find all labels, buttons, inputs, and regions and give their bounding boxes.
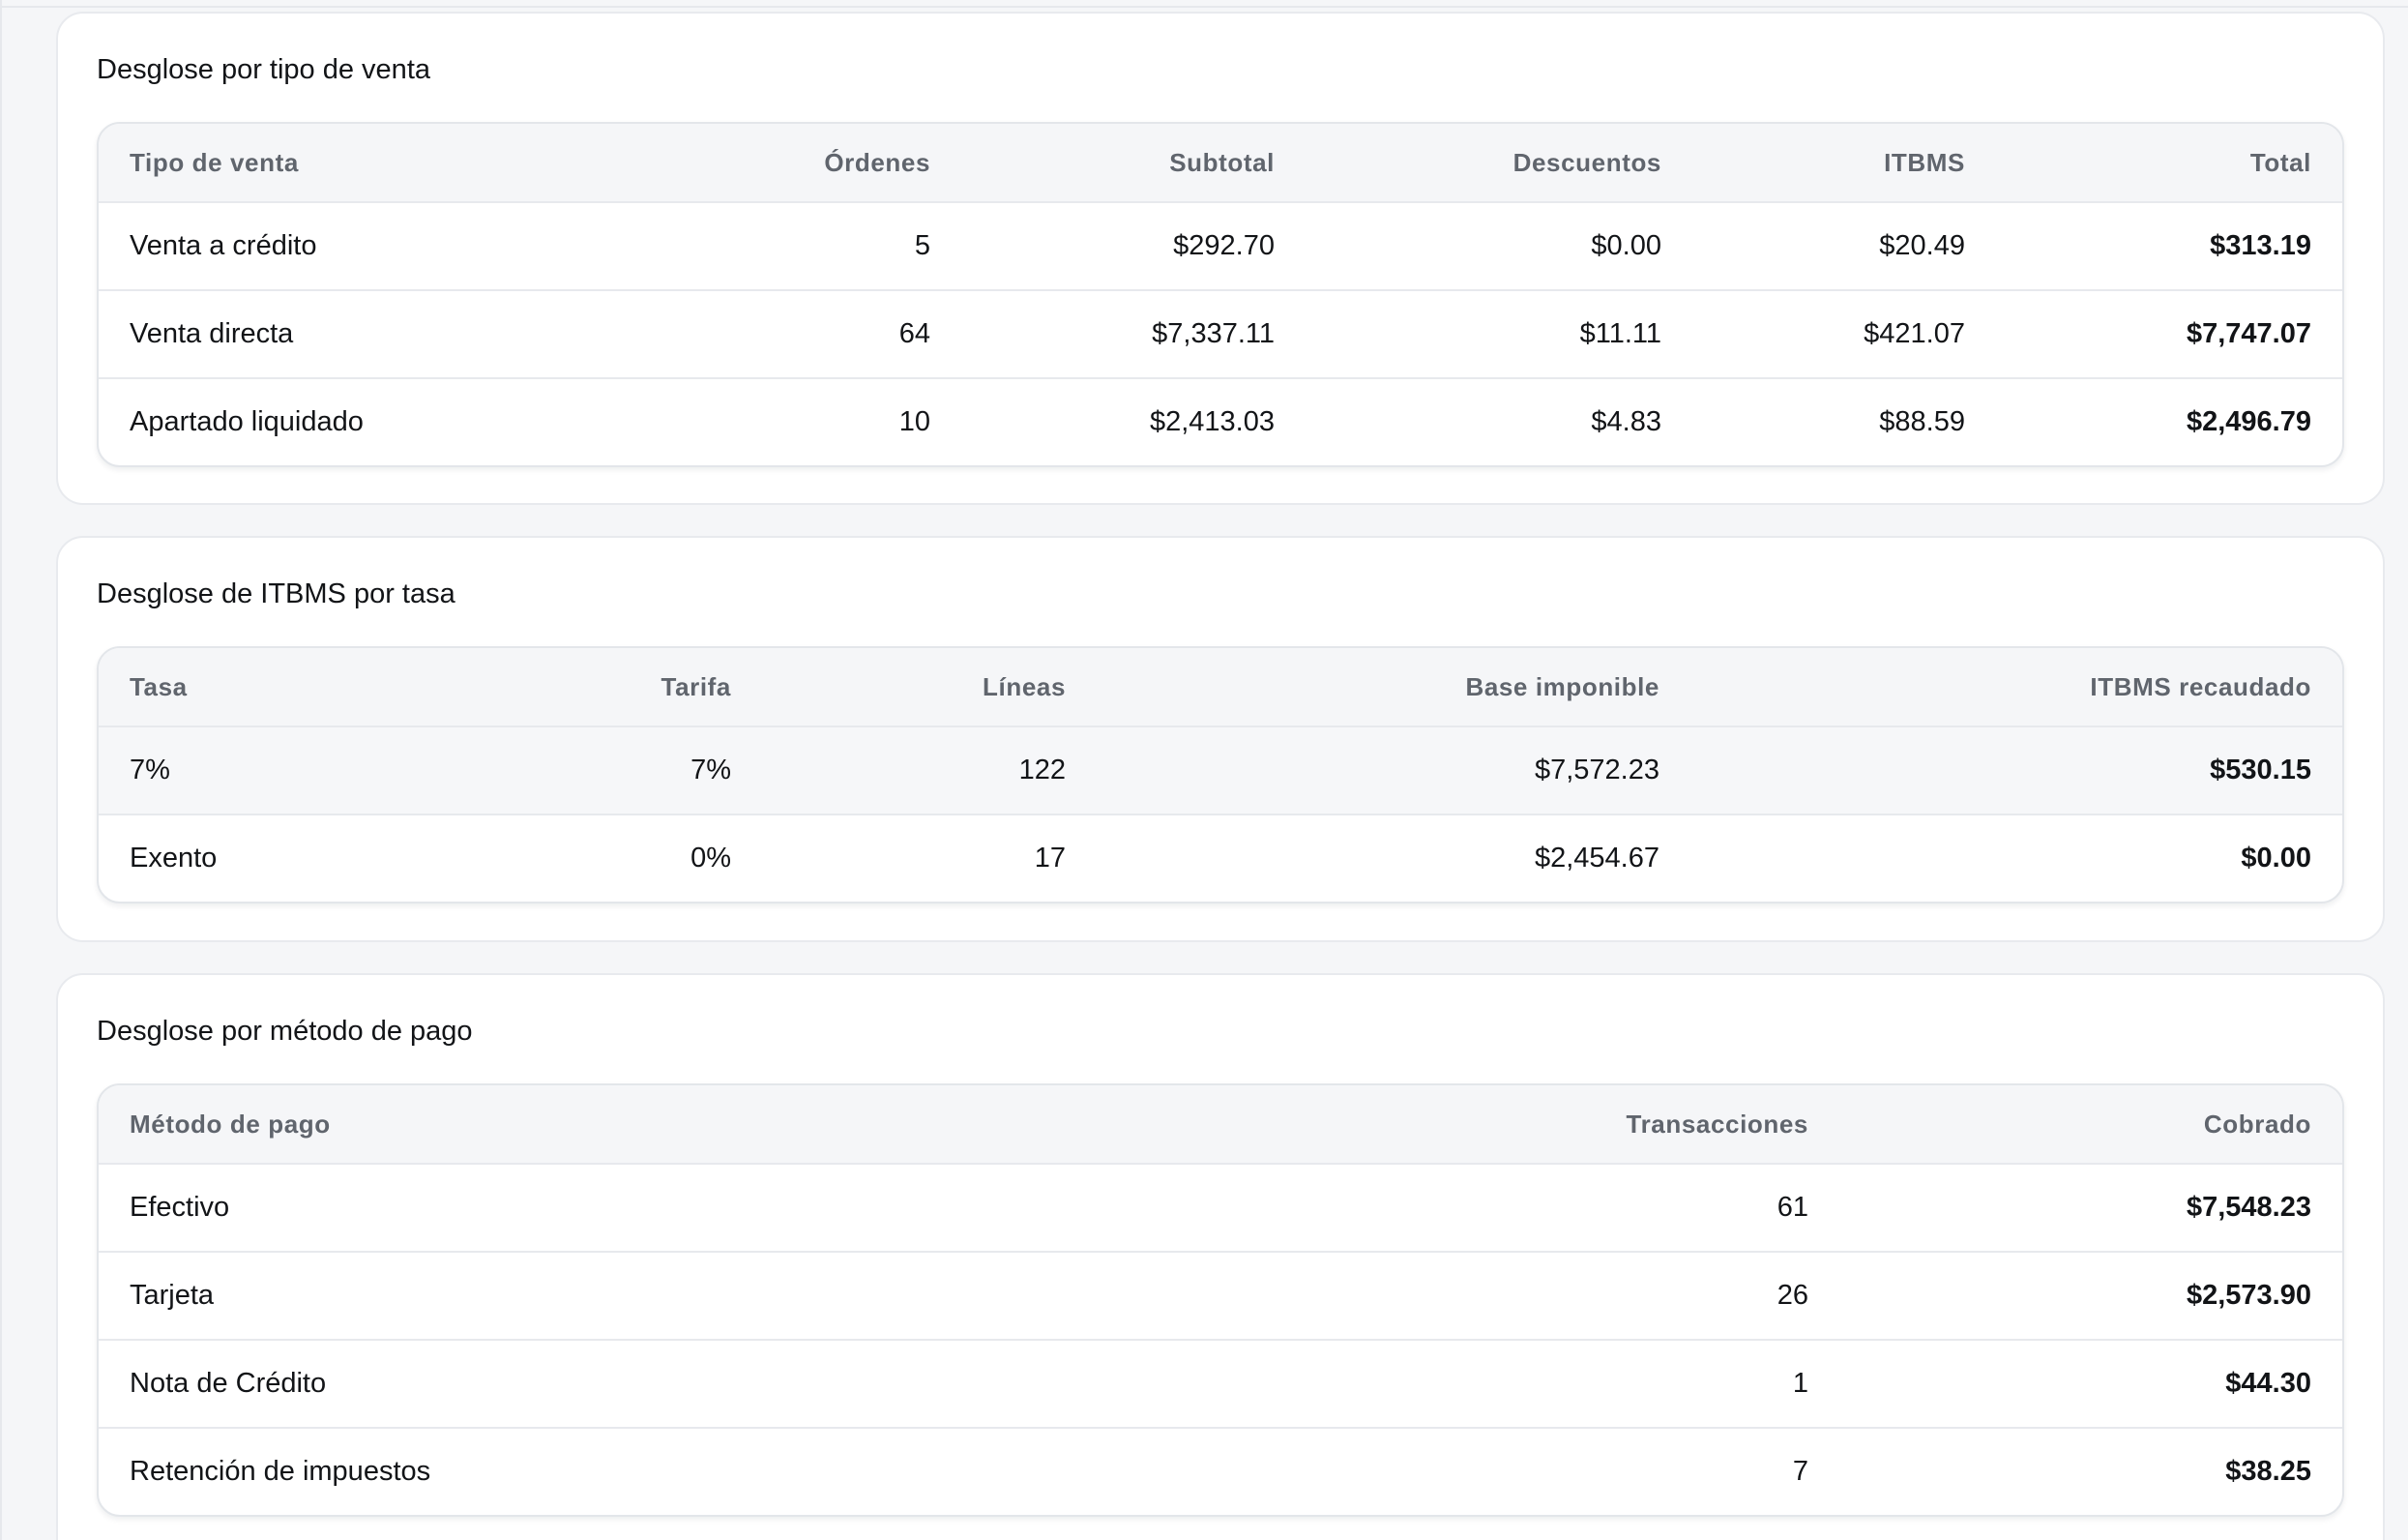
table-header: Tasa Tarifa Líneas Base imponible ITBMS … [99, 648, 2342, 726]
subtotal: $2,413.03 [1149, 406, 1275, 437]
discounts: $4.83 [1591, 406, 1661, 437]
column-header[interactable]: Subtotal [1169, 147, 1275, 177]
payment-methods-table: Método de pago Transacciones Cobrado Efe… [97, 1083, 2344, 1517]
table-row: Venta directa 64 $7,337.11 $11.11 $421.0… [99, 289, 2342, 377]
amount-collected: $44.30 [2225, 1368, 2311, 1399]
orders: 5 [914, 230, 930, 261]
rate-name: 7% [130, 755, 170, 785]
column-header[interactable]: Total [2249, 147, 2311, 177]
transaction-count: 1 [1792, 1368, 1808, 1399]
amount-collected: $2,573.90 [2186, 1280, 2311, 1311]
itbms-collected: $0.00 [2241, 843, 2311, 874]
itbms: $88.59 [1879, 406, 1965, 437]
amount-collected: $38.25 [2225, 1456, 2311, 1487]
column-header[interactable]: Tasa [130, 671, 188, 701]
subtotal: $292.70 [1173, 230, 1275, 261]
column-header[interactable]: Órdenes [824, 147, 930, 177]
itbms-by-rate-table: Tasa Tarifa Líneas Base imponible ITBMS … [97, 646, 2344, 903]
discounts: $0.00 [1591, 230, 1661, 261]
transaction-count: 26 [1777, 1280, 1808, 1311]
sale-type: Apartado liquidado [130, 406, 364, 437]
total: $313.19 [2210, 230, 2311, 261]
rate-percent: 0% [690, 843, 731, 874]
total: $7,747.07 [2186, 318, 2311, 349]
taxable-base: $2,454.67 [1534, 843, 1659, 874]
transaction-count: 7 [1792, 1456, 1808, 1487]
subtotal: $7,337.11 [1152, 318, 1275, 349]
total: $2,496.79 [2186, 406, 2311, 437]
column-header[interactable]: ITBMS recaudado [2090, 671, 2311, 701]
column-header[interactable]: Líneas [983, 671, 1066, 701]
line-count: 17 [1034, 843, 1066, 874]
transaction-count: 61 [1777, 1192, 1808, 1223]
table-row: Tarjeta 26 $2,573.90 [99, 1251, 2342, 1339]
sales-by-type-card: Desglose por tipo de venta Tipo de venta… [56, 12, 2385, 505]
itbms-by-rate-card: Desglose de ITBMS por tasa Tasa Tarifa L… [56, 536, 2385, 942]
table-header: Método de pago Transacciones Cobrado [99, 1085, 2342, 1163]
column-header[interactable]: ITBMS [1884, 147, 1965, 177]
column-header[interactable]: Base imponible [1465, 671, 1659, 701]
payment-method: Retención de impuestos [130, 1456, 431, 1487]
sale-type: Venta a crédito [130, 230, 317, 261]
sales-by-type-table: Tipo de venta Órdenes Subtotal Descuento… [97, 122, 2344, 467]
table-row: Retención de impuestos 7 $38.25 [99, 1427, 2342, 1515]
column-header[interactable]: Tarifa [661, 671, 731, 701]
amount-collected: $7,548.23 [2186, 1192, 2311, 1223]
rate-name: Exento [130, 843, 218, 874]
column-header[interactable]: Tipo de venta [130, 147, 299, 177]
rate-percent: 7% [690, 755, 731, 785]
orders: 10 [898, 406, 930, 437]
payment-methods-card: Desglose por método de pago Método de pa… [56, 973, 2385, 1540]
table-row: Apartado liquidado 10 $2,413.03 $4.83 $8… [99, 377, 2342, 465]
itbms-collected: $530.15 [2210, 755, 2311, 785]
payment-method: Tarjeta [130, 1280, 215, 1311]
top-divider [2, 6, 2408, 8]
itbms: $20.49 [1879, 230, 1965, 261]
table-row: Nota de Crédito 1 $44.30 [99, 1339, 2342, 1427]
column-header[interactable]: Descuentos [1512, 147, 1661, 177]
column-header[interactable]: Cobrado [2203, 1109, 2311, 1139]
column-header[interactable]: Transacciones [1626, 1109, 1808, 1139]
line-count: 122 [1018, 755, 1066, 785]
table-row: Exento 0% 17 $2,454.67 $0.00 [99, 814, 2342, 902]
table-row: 7% 7% 122 $7,572.23 $530.15 [99, 726, 2342, 814]
itbms: $421.07 [1864, 318, 1965, 349]
table-row: Efectivo 61 $7,548.23 [99, 1163, 2342, 1251]
column-header[interactable]: Método de pago [130, 1109, 331, 1139]
taxable-base: $7,572.23 [1534, 755, 1659, 785]
payment-method: Nota de Crédito [130, 1368, 327, 1399]
payment-method: Efectivo [130, 1192, 230, 1223]
orders: 64 [898, 318, 930, 349]
table-row: Venta a crédito 5 $292.70 $0.00 $20.49 $… [99, 201, 2342, 289]
card-title: Desglose por método de pago [97, 1016, 473, 1047]
card-title: Desglose por tipo de venta [97, 54, 430, 85]
card-title: Desglose de ITBMS por tasa [97, 578, 455, 609]
table-header: Tipo de venta Órdenes Subtotal Descuento… [99, 124, 2342, 201]
discounts: $11.11 [1579, 318, 1661, 349]
sale-type: Venta directa [130, 318, 294, 349]
